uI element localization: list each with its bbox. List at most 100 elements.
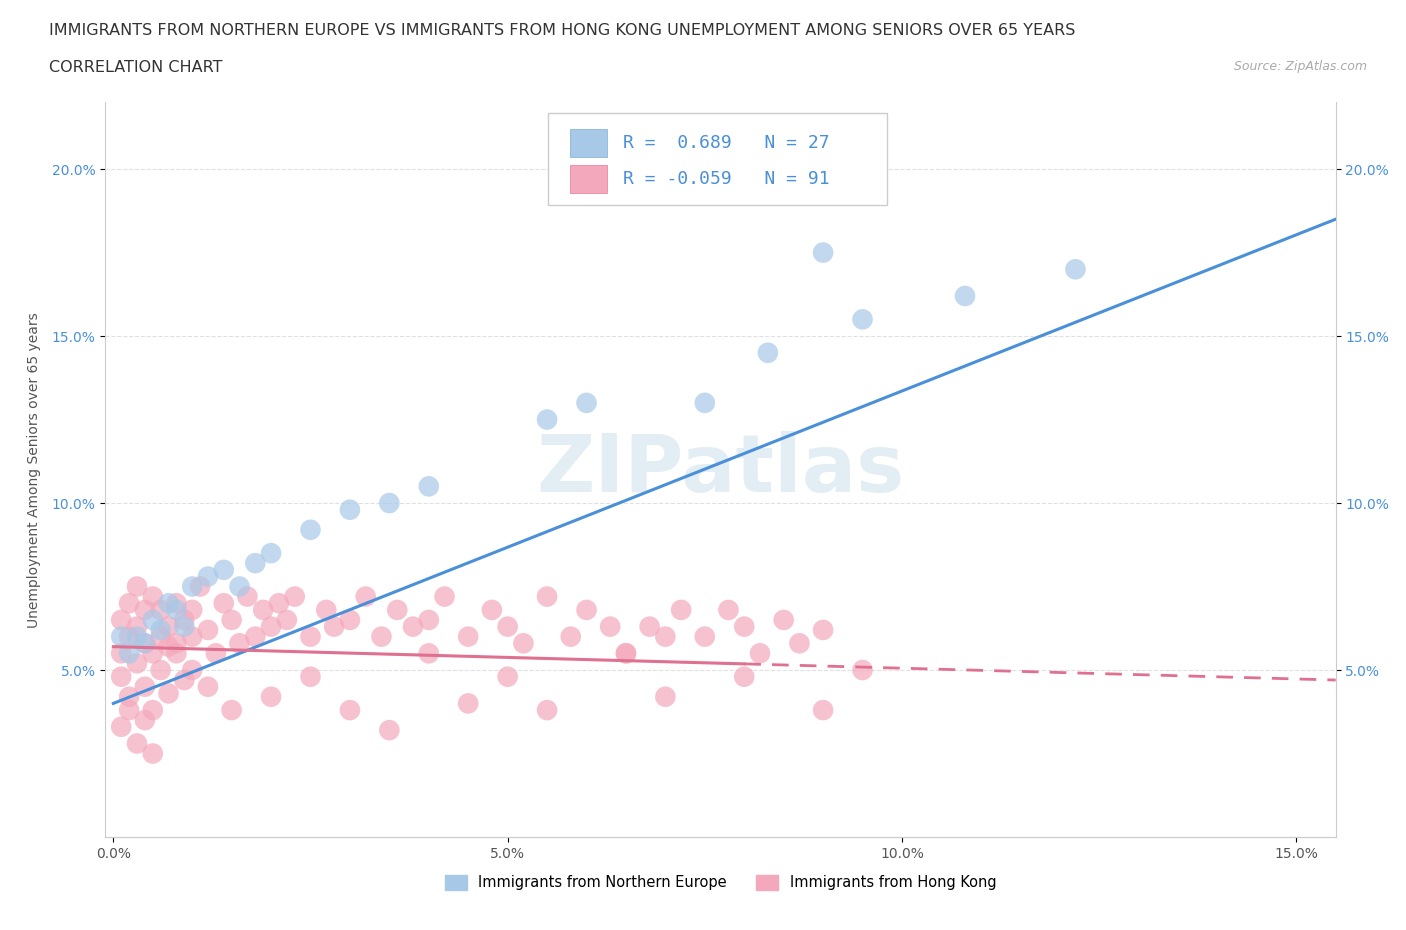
FancyBboxPatch shape bbox=[571, 129, 607, 157]
Point bbox=[433, 589, 456, 604]
Text: IMMIGRANTS FROM NORTHERN EUROPE VS IMMIGRANTS FROM HONG KONG UNEMPLOYMENT AMONG : IMMIGRANTS FROM NORTHERN EUROPE VS IMMIG… bbox=[49, 23, 1076, 38]
Point bbox=[221, 613, 243, 628]
Point bbox=[276, 613, 298, 628]
Point bbox=[110, 630, 132, 644]
Point bbox=[614, 645, 637, 660]
Point bbox=[157, 639, 180, 654]
Point bbox=[181, 662, 204, 677]
Point bbox=[205, 645, 228, 660]
Point bbox=[134, 636, 156, 651]
Point bbox=[536, 589, 558, 604]
Point bbox=[370, 630, 392, 644]
Point bbox=[457, 630, 479, 644]
Point bbox=[299, 670, 322, 684]
Point bbox=[536, 703, 558, 718]
Point bbox=[481, 603, 503, 618]
Point bbox=[749, 645, 772, 660]
Point bbox=[245, 556, 267, 571]
Point bbox=[118, 596, 141, 611]
Point bbox=[284, 589, 307, 604]
Point bbox=[378, 496, 401, 511]
Point bbox=[165, 596, 187, 611]
Point bbox=[118, 630, 141, 644]
Point bbox=[212, 596, 235, 611]
Text: R = -0.059   N = 91: R = -0.059 N = 91 bbox=[623, 169, 830, 188]
Point bbox=[354, 589, 377, 604]
Point bbox=[260, 619, 283, 634]
Point bbox=[599, 619, 621, 634]
Point bbox=[134, 603, 156, 618]
Point bbox=[149, 630, 172, 644]
Point bbox=[149, 622, 172, 637]
Point bbox=[252, 603, 274, 618]
Point bbox=[125, 579, 148, 594]
Point bbox=[149, 603, 172, 618]
Point bbox=[165, 603, 187, 618]
Point bbox=[267, 596, 290, 611]
Point bbox=[197, 679, 219, 694]
Point bbox=[188, 579, 211, 594]
Point bbox=[733, 670, 755, 684]
Point bbox=[512, 636, 534, 651]
Point bbox=[165, 636, 187, 651]
Point bbox=[125, 630, 148, 644]
Point bbox=[125, 656, 148, 671]
Point bbox=[260, 546, 283, 561]
FancyBboxPatch shape bbox=[571, 165, 607, 193]
Point bbox=[228, 579, 250, 594]
Point bbox=[789, 636, 811, 651]
Point bbox=[669, 603, 692, 618]
Point bbox=[536, 412, 558, 427]
Point bbox=[142, 703, 165, 718]
Point bbox=[693, 630, 716, 644]
Point bbox=[418, 645, 440, 660]
Point bbox=[181, 603, 204, 618]
Point bbox=[142, 613, 165, 628]
Point bbox=[134, 712, 156, 727]
Point bbox=[142, 746, 165, 761]
Point bbox=[228, 636, 250, 651]
Point bbox=[212, 563, 235, 578]
Point bbox=[717, 603, 740, 618]
Point bbox=[457, 696, 479, 711]
Point bbox=[575, 395, 598, 410]
Point bbox=[693, 395, 716, 410]
Point bbox=[245, 630, 267, 644]
Point bbox=[638, 619, 661, 634]
Point bbox=[125, 736, 148, 751]
Point bbox=[142, 645, 165, 660]
Point bbox=[236, 589, 259, 604]
Point bbox=[654, 630, 676, 644]
Point bbox=[496, 670, 519, 684]
Point bbox=[149, 662, 172, 677]
Point bbox=[315, 603, 337, 618]
Point bbox=[756, 345, 779, 360]
Point bbox=[851, 662, 873, 677]
Point bbox=[118, 689, 141, 704]
Point bbox=[418, 479, 440, 494]
FancyBboxPatch shape bbox=[548, 113, 887, 206]
Point bbox=[118, 645, 141, 660]
Point bbox=[339, 703, 361, 718]
Point bbox=[851, 312, 873, 326]
Point bbox=[221, 703, 243, 718]
Point bbox=[402, 619, 425, 634]
Point bbox=[165, 645, 187, 660]
Point bbox=[299, 630, 322, 644]
Point bbox=[654, 689, 676, 704]
Point bbox=[299, 523, 322, 538]
Point bbox=[418, 613, 440, 628]
Point bbox=[110, 645, 132, 660]
Point bbox=[614, 645, 637, 660]
Text: R =  0.689   N = 27: R = 0.689 N = 27 bbox=[623, 135, 830, 153]
Point bbox=[811, 246, 834, 260]
Point bbox=[953, 288, 976, 303]
Point bbox=[496, 619, 519, 634]
Text: ZIPatlas: ZIPatlas bbox=[537, 431, 904, 509]
Point bbox=[1064, 262, 1087, 277]
Point bbox=[173, 672, 195, 687]
Point bbox=[197, 622, 219, 637]
Point bbox=[110, 670, 132, 684]
Legend: Immigrants from Northern Europe, Immigrants from Hong Kong: Immigrants from Northern Europe, Immigra… bbox=[439, 869, 1002, 896]
Text: Source: ZipAtlas.com: Source: ZipAtlas.com bbox=[1233, 60, 1367, 73]
